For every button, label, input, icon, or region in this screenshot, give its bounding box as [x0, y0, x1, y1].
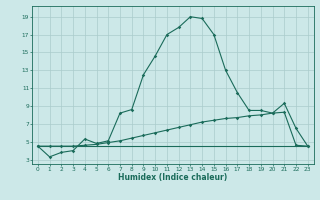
X-axis label: Humidex (Indice chaleur): Humidex (Indice chaleur) — [118, 173, 228, 182]
